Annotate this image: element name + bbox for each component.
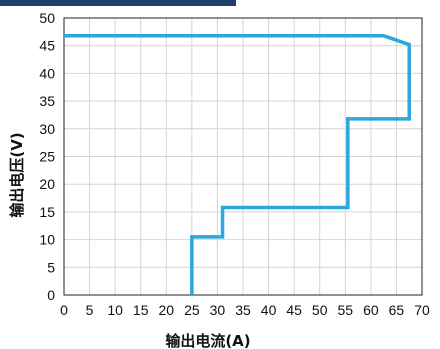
x-tick-label: 60 xyxy=(363,302,379,318)
x-tick-label: 10 xyxy=(107,302,123,318)
y-tick-label: 20 xyxy=(39,176,55,192)
x-tick-label: 25 xyxy=(184,302,200,318)
y-tick-label: 10 xyxy=(39,232,55,248)
x-tick-label: 65 xyxy=(389,302,405,318)
x-tick-label: 30 xyxy=(210,302,226,318)
header-accent-bar xyxy=(0,0,236,6)
x-tick-label: 50 xyxy=(312,302,328,318)
series-line xyxy=(64,33,411,295)
y-tick-label: 25 xyxy=(39,149,55,165)
y-tick-label: 30 xyxy=(39,121,55,137)
x-tick-label: 20 xyxy=(158,302,174,318)
x-tick-label: 55 xyxy=(337,302,353,318)
x-tick-label: 5 xyxy=(86,302,94,318)
x-tick-label: 35 xyxy=(235,302,251,318)
x-tick-labels: 0 5 10 15 20 25 30 35 40 45 50 55 60 65 70 xyxy=(60,302,430,318)
x-tick-label: 0 xyxy=(60,302,68,318)
x-tick-label: 15 xyxy=(133,302,149,318)
y-tick-label: 15 xyxy=(39,204,55,220)
y-tick-label: 50 xyxy=(39,10,55,26)
y-tick-label: 0 xyxy=(47,287,55,303)
x-tick-label: 45 xyxy=(286,302,302,318)
x-axis-title: 输出电流(A) xyxy=(165,332,250,349)
x-tick-label: 40 xyxy=(261,302,277,318)
plot-frame xyxy=(63,17,423,296)
y-tick-labels: 0 5 10 15 20 25 30 35 40 45 50 xyxy=(39,10,55,303)
y-axis-title: 输出电压(V) xyxy=(8,132,26,217)
y-tick-label: 40 xyxy=(39,65,55,81)
y-tick-label: 45 xyxy=(39,38,55,54)
y-tick-label: 35 xyxy=(39,93,55,109)
y-tick-label: 5 xyxy=(47,259,55,275)
x-tick-label: 70 xyxy=(414,302,430,318)
grid-lines xyxy=(63,17,423,296)
